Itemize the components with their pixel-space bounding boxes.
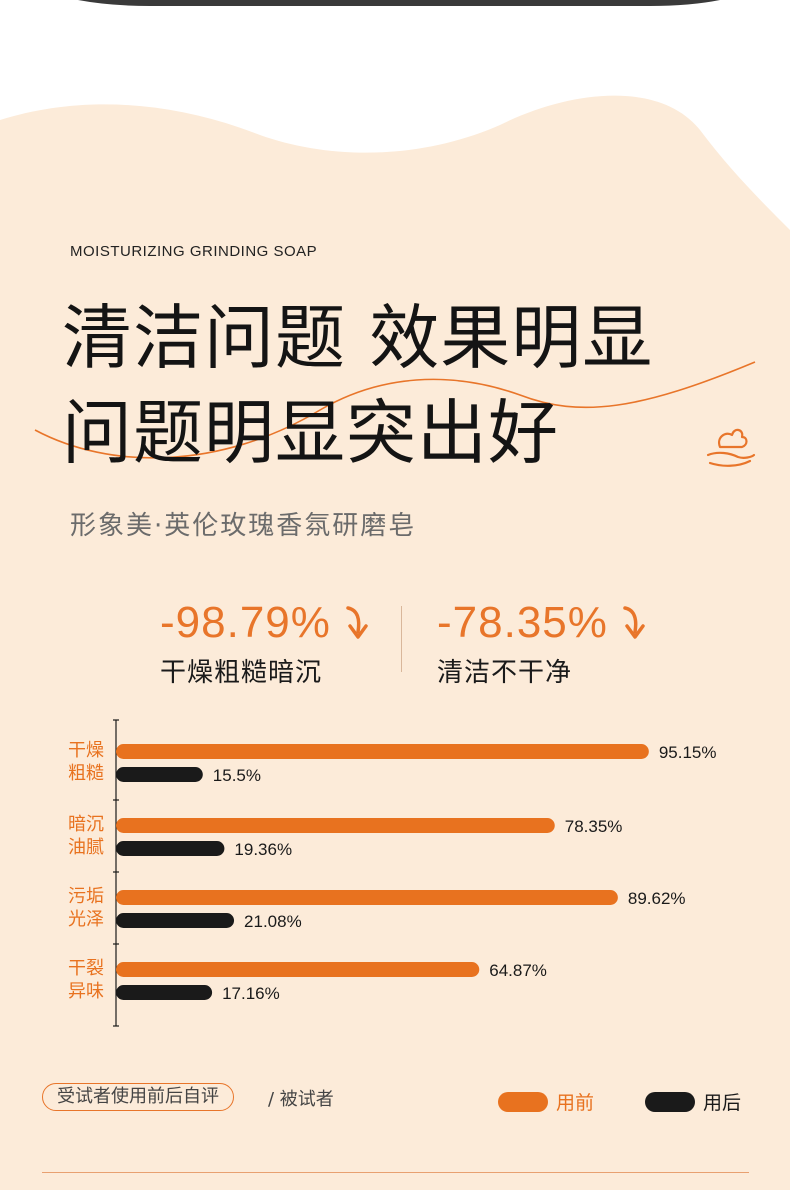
legend-after: 用后 xyxy=(645,1088,741,1115)
stat-value: -78.35% xyxy=(437,598,608,647)
bar-value-label: 95.15% xyxy=(659,743,717,762)
stat-block-dry: -98.79% 干燥粗糙暗沉 xyxy=(160,598,370,689)
bar-after xyxy=(116,913,235,928)
category-label: 油腻 xyxy=(68,837,104,858)
bar-value-label: 17.16% xyxy=(222,984,280,1003)
bar-before xyxy=(116,890,618,905)
bar-before xyxy=(116,962,480,977)
bar-value-label: 15.5% xyxy=(213,766,261,785)
category-label: 污垢 xyxy=(68,886,104,907)
category-label: 光泽 xyxy=(68,909,104,930)
headline-line-1: 清洁问题 效果明显 xyxy=(62,297,654,379)
headline-line-2: 问题明显突出好 xyxy=(62,392,559,474)
eyebrow-text: MOISTURIZING GRINDING SOAP xyxy=(70,243,318,260)
arrow-down-curve-icon xyxy=(623,606,645,639)
category-label: 异味 xyxy=(68,981,104,1002)
category-label: 暗沉 xyxy=(68,814,104,835)
subject-note: / 被试者 xyxy=(268,1089,334,1110)
legend-swatch-before xyxy=(498,1091,548,1112)
bar-value-label: 19.36% xyxy=(234,840,292,859)
category-label: 干燥 xyxy=(68,740,104,761)
bar-after xyxy=(116,767,203,782)
legend-label-after: 用后 xyxy=(703,1092,742,1114)
product-subtitle: 形象美·英伦玫瑰香氛研磨皂 xyxy=(70,511,417,541)
bar-value-label: 89.62% xyxy=(628,889,686,908)
legend-swatch-after xyxy=(645,1091,695,1112)
bar-value-label: 78.35% xyxy=(565,817,623,836)
bar-before xyxy=(116,744,649,759)
bar-after xyxy=(116,985,213,1000)
legend-before: 用前 xyxy=(498,1088,594,1115)
bar-before xyxy=(116,818,555,833)
bar-after xyxy=(116,841,225,856)
category-label: 干裂 xyxy=(68,958,104,979)
stat-value: -98.79% xyxy=(160,598,331,647)
legend-label-before: 用前 xyxy=(556,1092,595,1114)
category-label: 粗糙 xyxy=(68,763,104,784)
product-edge xyxy=(78,0,720,6)
stat-divider xyxy=(401,606,402,672)
stat-block-clean: -78.35% 清洁不干净 xyxy=(437,598,647,689)
decorative-swoosh xyxy=(34,361,756,459)
bottom-divider xyxy=(42,1172,749,1173)
hand-foam-icon xyxy=(706,428,756,467)
subject-self-assessment-pill: 受试者使用前后自评 xyxy=(42,1083,234,1111)
stat-label: 清洁不干净 xyxy=(437,658,573,688)
bar-value-label: 21.08% xyxy=(244,912,302,931)
bar-value-label: 64.87% xyxy=(489,961,547,980)
stat-label: 干燥粗糙暗沉 xyxy=(160,658,323,688)
arrow-down-curve-icon xyxy=(346,606,368,639)
